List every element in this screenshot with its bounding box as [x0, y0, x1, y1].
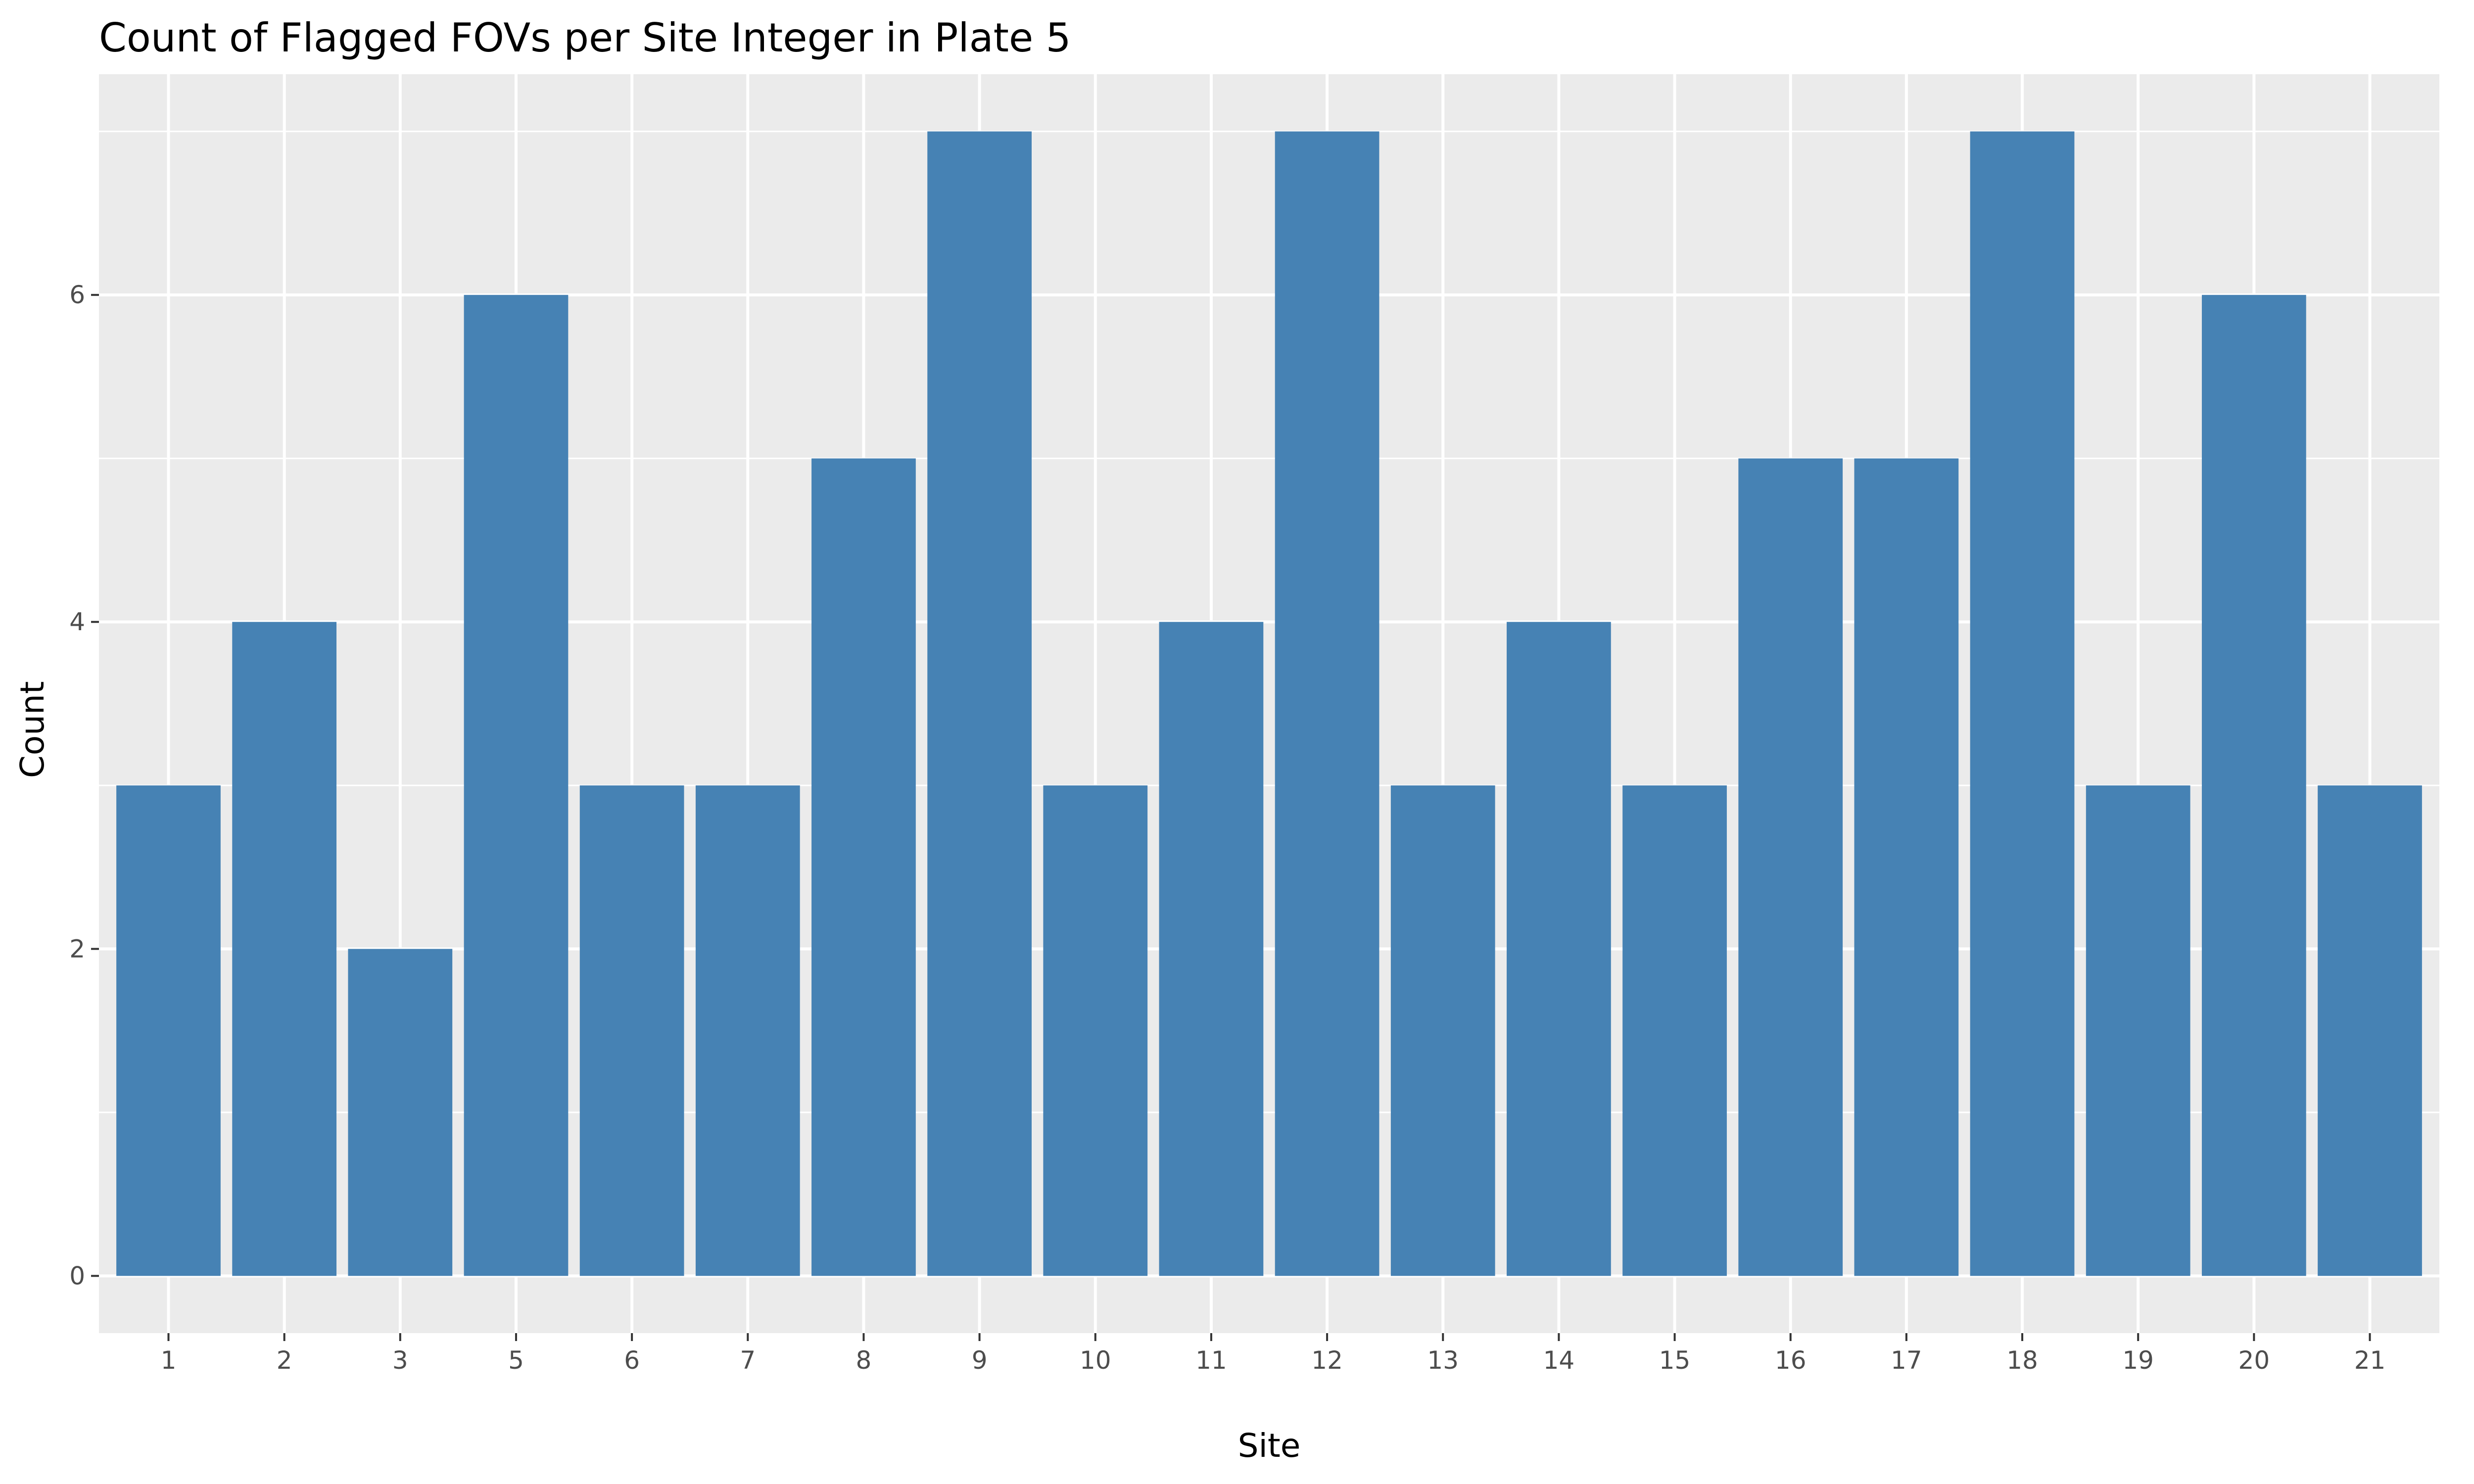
bar [2318, 785, 2422, 1276]
bar [1507, 622, 1611, 1276]
x-tick-label: 20 [2238, 1346, 2270, 1375]
bar [232, 622, 337, 1276]
x-tick-label: 10 [1080, 1346, 1111, 1375]
bars [116, 131, 2422, 1276]
bar [1275, 131, 1380, 1276]
x-tick-label: 11 [1195, 1346, 1227, 1375]
bar [116, 785, 221, 1276]
x-tick-label: 12 [1311, 1346, 1343, 1375]
bar [927, 131, 1032, 1276]
x-tick-label: 2 [277, 1346, 292, 1375]
y-axis: 0 2 4 6 [69, 280, 99, 1290]
bar [464, 295, 569, 1276]
bar [811, 458, 916, 1276]
x-tick-label: 13 [1427, 1346, 1459, 1375]
bar [1043, 785, 1148, 1276]
bar [1159, 622, 1264, 1276]
bar [695, 785, 800, 1276]
bar [1738, 458, 1843, 1276]
x-tick-label: 16 [1775, 1346, 1807, 1375]
x-tick-label: 9 [972, 1346, 988, 1375]
x-tick-label: 18 [2006, 1346, 2038, 1375]
y-axis-title: Count [13, 681, 51, 778]
bar [348, 949, 453, 1276]
bar [1622, 785, 1727, 1276]
x-tick-label: 6 [624, 1346, 640, 1375]
x-tick-label: 14 [1543, 1346, 1575, 1375]
bar [1854, 458, 1959, 1276]
x-tick-label: 7 [740, 1346, 756, 1375]
x-tick-label: 1 [161, 1346, 177, 1375]
y-tick-label: 4 [69, 607, 85, 636]
x-axis-title: Site [1238, 1427, 1301, 1465]
chart-title: Count of Flagged FOVs per Site Integer i… [99, 15, 1071, 61]
x-tick-label: 3 [392, 1346, 408, 1375]
bar [2086, 785, 2190, 1276]
y-tick-label: 6 [69, 280, 85, 309]
x-tick-label: 5 [508, 1346, 524, 1375]
x-tick-label: 21 [2354, 1346, 2386, 1375]
bar [1970, 131, 2075, 1276]
x-tick-label: 15 [1659, 1346, 1691, 1375]
x-axis: 1 2 3 5 6 7 8 9 10 11 12 13 14 15 16 17 18 19 20 21 [161, 1333, 2386, 1375]
y-tick-label: 2 [69, 934, 85, 963]
y-tick-label: 0 [69, 1261, 85, 1290]
bar [1390, 785, 1495, 1276]
bar [579, 785, 684, 1276]
bar [2201, 295, 2306, 1276]
x-tick-label: 19 [2122, 1346, 2154, 1375]
x-tick-label: 17 [1891, 1346, 1922, 1375]
x-tick-label: 8 [856, 1346, 872, 1375]
